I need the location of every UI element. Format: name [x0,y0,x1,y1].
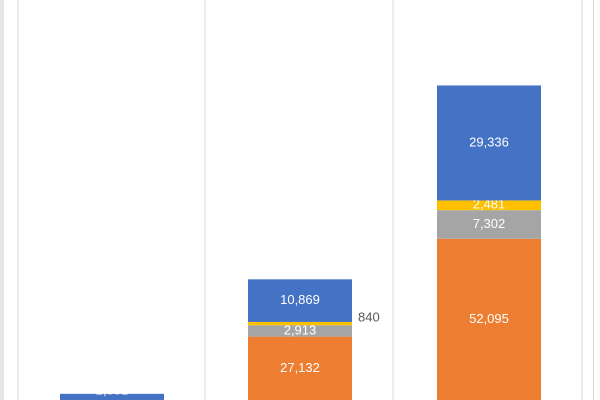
bar-segment-gray [248,325,352,337]
data-label: 2,081 [96,382,129,397]
data-label: 10,869 [280,292,320,307]
data-label: 29,336 [469,134,509,149]
bar-segment-orange [248,336,352,400]
bar-segment-yellow [437,200,541,211]
data-label: 7,302 [473,216,506,231]
bar-segment-gray [437,210,541,239]
bar-segment-blue [60,393,164,400]
data-label: 27,132 [280,360,320,375]
data-label: 840 [358,309,380,324]
data-label: 52,095 [469,311,509,326]
bar-segment-blue [248,279,352,322]
data-label: 2,481 [473,197,506,212]
bar-segment-yellow [248,321,352,326]
bar-segment-orange [437,238,541,400]
bar-segment-blue [437,85,541,201]
data-label: 2,913 [284,322,317,337]
